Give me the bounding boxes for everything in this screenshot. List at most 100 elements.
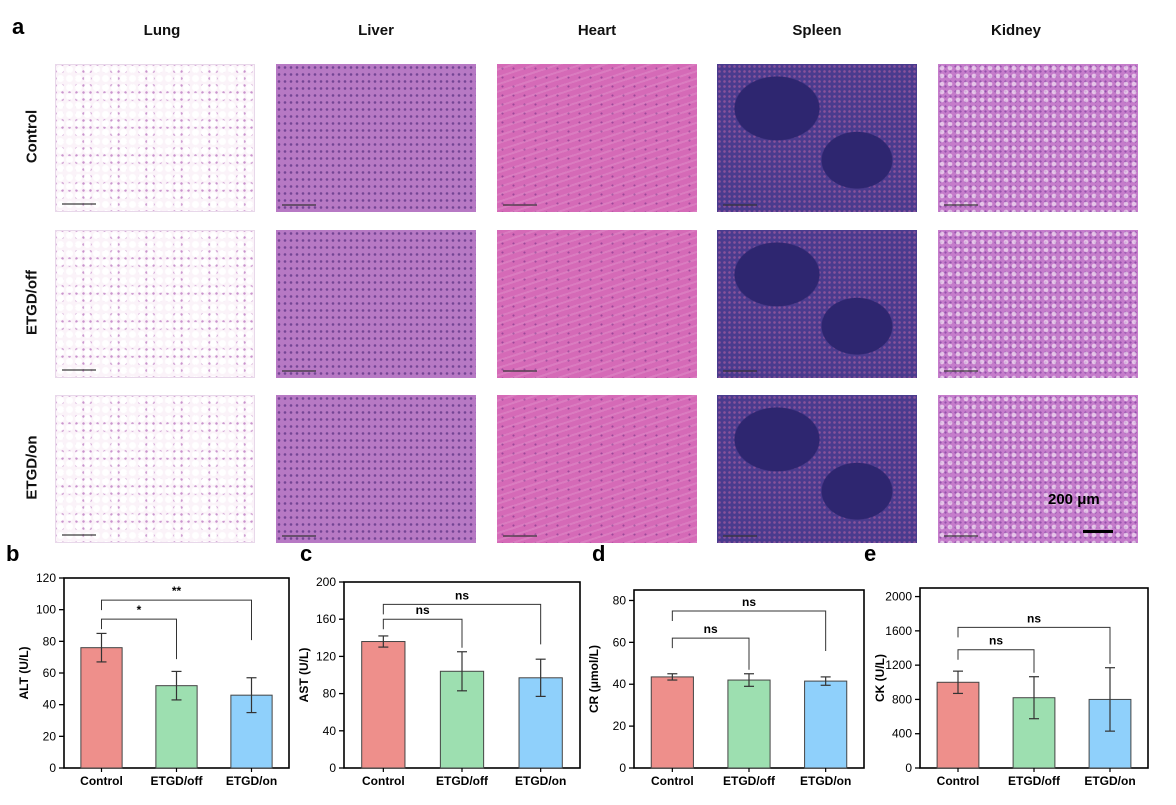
- image-scale-bar: [62, 369, 96, 371]
- row-label-etgd-off: ETGD/off: [23, 270, 41, 335]
- column-label-heart: Heart: [577, 22, 617, 39]
- image-scale-bar: [503, 204, 537, 206]
- histology-image-kidney-control: [938, 64, 1138, 212]
- histology-image-kidney-etgd-off: [938, 230, 1138, 378]
- panel-letter: c: [300, 541, 312, 566]
- y-tick-label: 0: [619, 761, 626, 775]
- significance-label: ns: [989, 634, 1003, 648]
- column-label-kidney: Kidney: [990, 22, 1041, 39]
- y-tick-label: 0: [329, 761, 336, 775]
- chart-panel-c: c 0 40 80 120 160 200 AST (U/L) Control ETGD/off E…: [297, 541, 581, 788]
- scale-bar-label: 200 μm: [1048, 491, 1100, 508]
- image-scale-bar: [282, 535, 316, 537]
- x-tick-label: Control: [651, 774, 694, 788]
- panel-letter: e: [864, 541, 876, 566]
- image-scale-bar: [282, 204, 316, 206]
- y-tick-label: 400: [892, 727, 912, 741]
- histology-image-lung-etgd-off: [55, 230, 255, 378]
- bar-control: [361, 641, 406, 769]
- x-tick-label: ETGD/off: [723, 774, 776, 788]
- significance-bracket: [957, 626, 1111, 664]
- y-tick-label: 40: [323, 724, 337, 738]
- significance-label: ns: [742, 595, 756, 609]
- y-tick-label: 0: [49, 761, 56, 775]
- y-tick-label: 2000: [885, 590, 912, 604]
- image-scale-bar: [944, 204, 978, 206]
- histology-image-kidney-etgd-on: [938, 395, 1138, 543]
- y-tick-label: 80: [613, 593, 627, 607]
- significance-label: ns: [1027, 611, 1041, 625]
- image-scale-bar: [944, 535, 978, 537]
- y-axis-label: CR (μmol/L): [587, 645, 601, 713]
- column-label-lung: Lung: [143, 22, 181, 39]
- histology-image-heart-etgd-off: [497, 230, 697, 378]
- image-scale-bar: [503, 370, 537, 372]
- y-tick-label: 80: [323, 687, 337, 701]
- histology-image-lung-etgd-on: [55, 395, 255, 543]
- histology-image-heart-control: [497, 64, 697, 212]
- significance-bracket: [957, 649, 1035, 673]
- histology-image-spleen-etgd-on: [717, 395, 917, 543]
- column-label-spleen: Spleen: [792, 22, 842, 39]
- histology-image-heart-etgd-on: [497, 395, 697, 543]
- significance-label: *: [137, 603, 142, 617]
- significance-label: ns: [455, 588, 469, 602]
- image-scale-bar: [503, 535, 537, 537]
- histology-image-liver-control: [276, 64, 476, 212]
- histology-image-lung-control: [55, 64, 255, 212]
- panel-a-label: a: [12, 14, 25, 39]
- x-tick-label: ETGD/on: [226, 774, 277, 788]
- y-tick-label: 800: [892, 692, 912, 706]
- x-tick-label: ETGD/off: [151, 774, 204, 788]
- image-scale-bar: [944, 370, 978, 372]
- y-tick-label: 40: [613, 677, 627, 691]
- image-scale-bar: [723, 370, 757, 372]
- image-scale-bar: [62, 534, 96, 536]
- bar-control: [650, 676, 694, 769]
- histology-image-spleen-control: [717, 64, 917, 212]
- image-scale-bar: [62, 203, 96, 205]
- significance-bracket: [101, 618, 177, 660]
- row-label-etgd-on: ETGD/on: [23, 435, 41, 500]
- panel-letter: d: [592, 541, 605, 566]
- y-tick-label: 20: [43, 729, 57, 743]
- x-tick-label: Control: [937, 774, 980, 788]
- significance-label: ns: [416, 603, 430, 617]
- bar-etgd-on: [804, 680, 848, 769]
- bar-control: [80, 647, 123, 769]
- x-tick-label: ETGD/on: [515, 774, 566, 788]
- x-tick-label: Control: [80, 774, 123, 788]
- bar-control: [936, 681, 980, 769]
- y-tick-label: 200: [316, 575, 336, 589]
- histology-image-liver-etgd-off: [276, 230, 476, 378]
- y-axis-label: ALT (U/L): [17, 646, 31, 699]
- row-label-control: Control: [23, 109, 41, 164]
- chart-panel-d: d 0 20 40 60 80 CR (μmol/L) Control ETGD/off ETGD…: [587, 541, 865, 788]
- chart-panel-e: e 0 400 800 1200 1600 2000 CK (U/L) Control ETGD/…: [864, 541, 1149, 788]
- y-tick-label: 120: [36, 571, 56, 585]
- y-tick-label: 60: [613, 635, 627, 649]
- x-tick-label: Control: [362, 774, 405, 788]
- y-tick-label: 0: [905, 761, 912, 775]
- histology-image-liver-etgd-on: [276, 395, 476, 543]
- panel-letter: b: [6, 541, 19, 566]
- x-tick-label: ETGD/off: [436, 774, 489, 788]
- y-tick-label: 1600: [885, 624, 912, 638]
- image-scale-bar: [723, 535, 757, 537]
- histology-image-spleen-etgd-off: [717, 230, 917, 378]
- significance-bracket: [382, 618, 463, 648]
- y-tick-label: 160: [316, 612, 336, 626]
- y-tick-label: 1200: [885, 658, 912, 672]
- y-tick-label: 100: [36, 603, 56, 617]
- image-scale-bar: [282, 370, 316, 372]
- significance-bracket: [382, 603, 542, 645]
- significance-label: ns: [704, 622, 718, 636]
- significance-bracket: [671, 610, 827, 651]
- x-tick-label: ETGD/off: [1008, 774, 1061, 788]
- significance-label: **: [172, 584, 182, 598]
- x-tick-label: ETGD/on: [800, 774, 851, 788]
- y-tick-label: 120: [316, 649, 336, 663]
- column-label-liver: Liver: [358, 22, 394, 39]
- x-tick-label: ETGD/on: [1084, 774, 1135, 788]
- significance-bracket: [101, 599, 252, 641]
